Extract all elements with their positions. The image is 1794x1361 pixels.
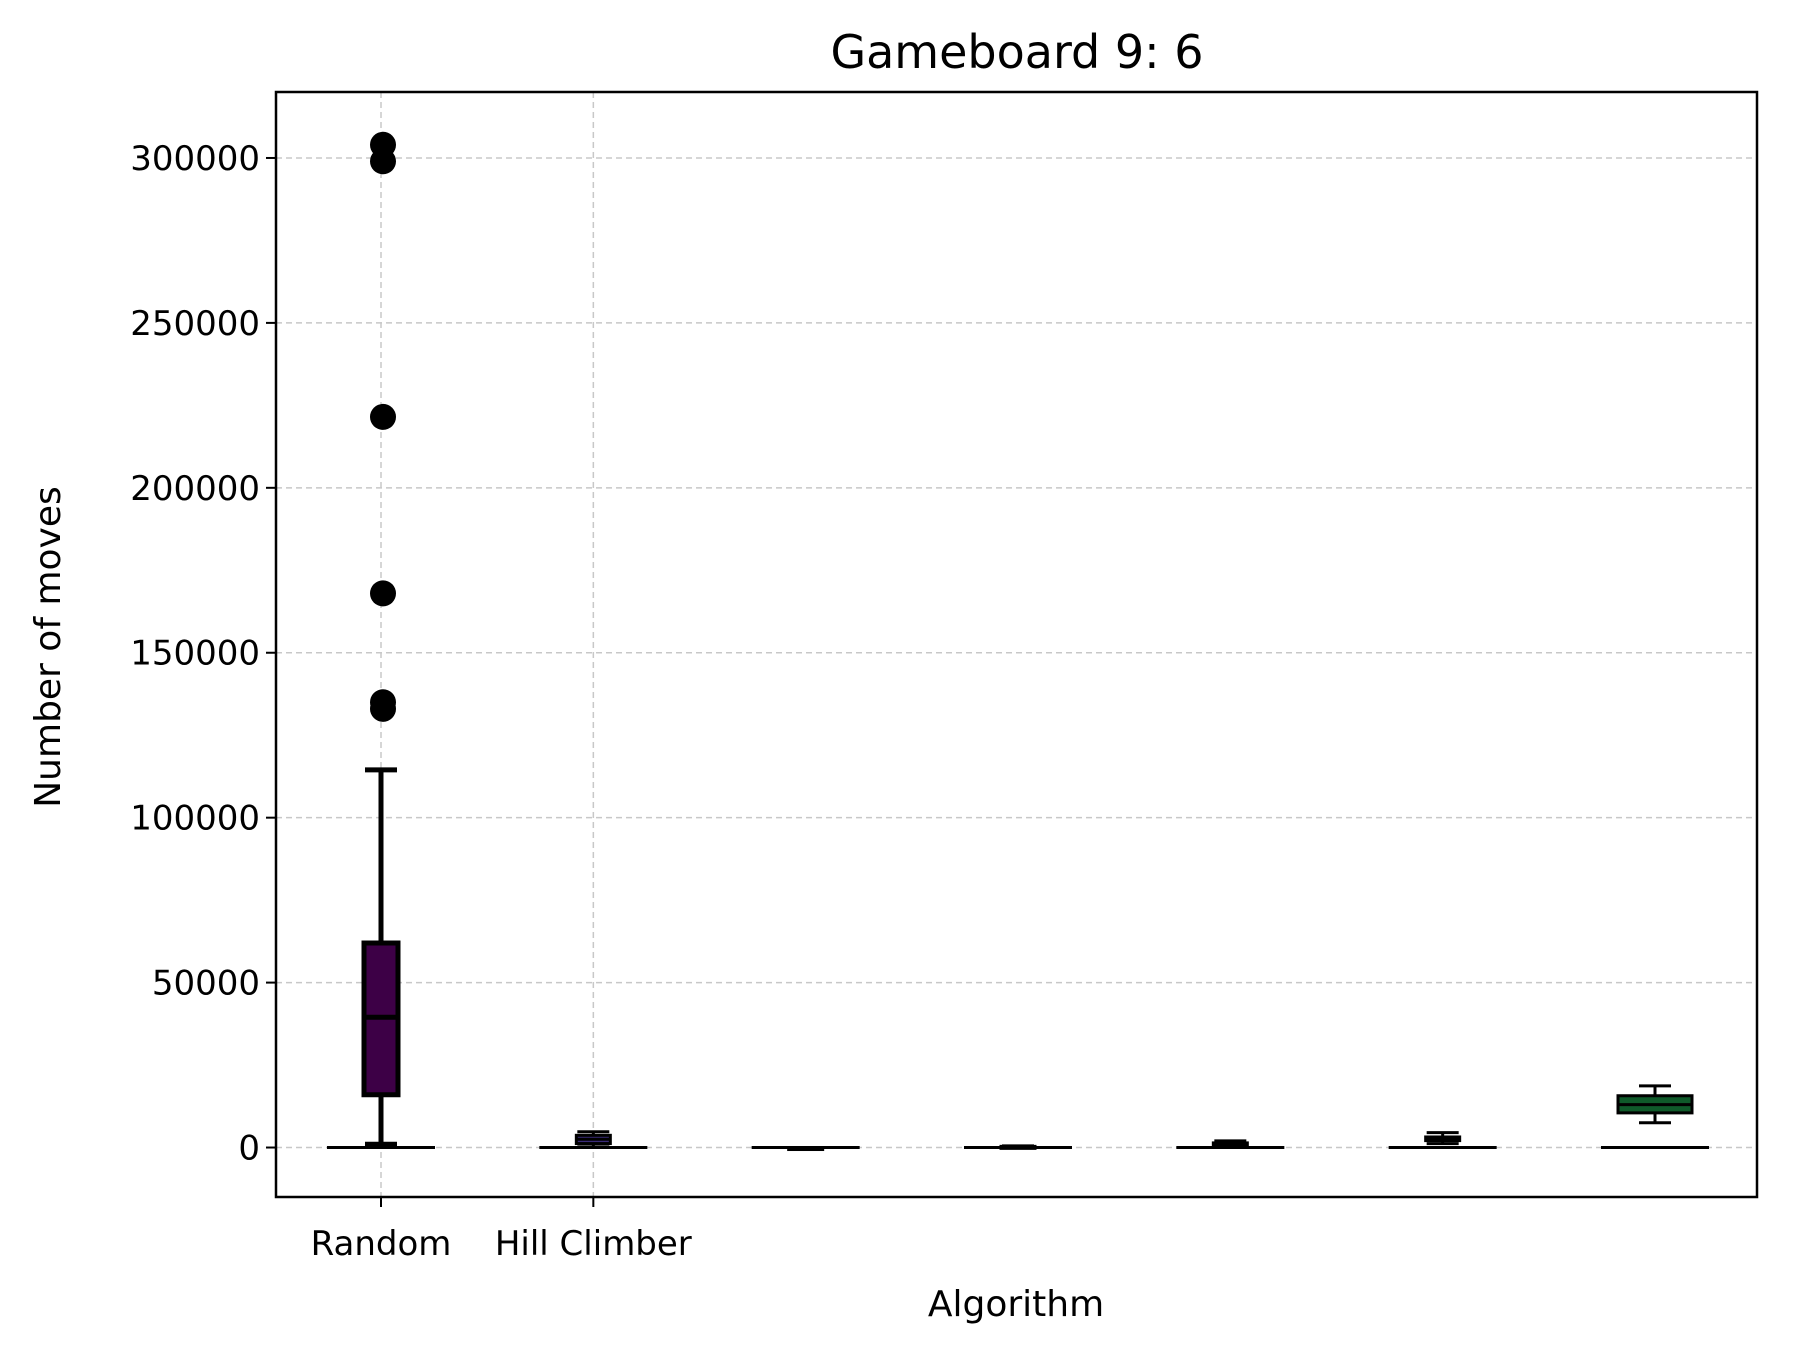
y-tick-label: 250000 [130, 304, 260, 344]
y-axis-label: Number of moves [28, 486, 69, 808]
box-5 [1388, 1131, 1497, 1150]
x-axis-label: Algorithm [928, 1284, 1104, 1325]
box-1 [539, 1130, 648, 1150]
y-tick-label: 0 [238, 1129, 260, 1169]
x-tick-label: Random [311, 1224, 452, 1264]
box-4 [1176, 1139, 1285, 1150]
boxes-group [327, 131, 1709, 1152]
plot-frame [274, 90, 1759, 1199]
box-2 [751, 1146, 860, 1152]
outlier-point [370, 695, 396, 722]
y-tick-label: 150000 [130, 634, 260, 674]
y-tick-label: 100000 [130, 799, 260, 839]
y-tick-label: 50000 [152, 964, 260, 1004]
grid-lines [276, 92, 1757, 1197]
box-6 [1601, 1084, 1709, 1150]
box-0 [327, 131, 435, 1150]
x-tick-label: Hill Climber [495, 1224, 692, 1264]
box-3 [964, 1144, 1072, 1150]
y-axis: 0 50000 100000 150000 200000 250000 300000 [130, 139, 276, 1169]
outlier-point [370, 403, 396, 430]
outlier-point [370, 148, 396, 175]
outlier-point [370, 580, 396, 607]
y-tick-label: 300000 [130, 139, 260, 179]
chart-title: Gameboard 9: 6 [830, 25, 1203, 79]
x-axis: Random Hill Climber [311, 1197, 692, 1264]
y-tick-label: 200000 [130, 469, 260, 509]
